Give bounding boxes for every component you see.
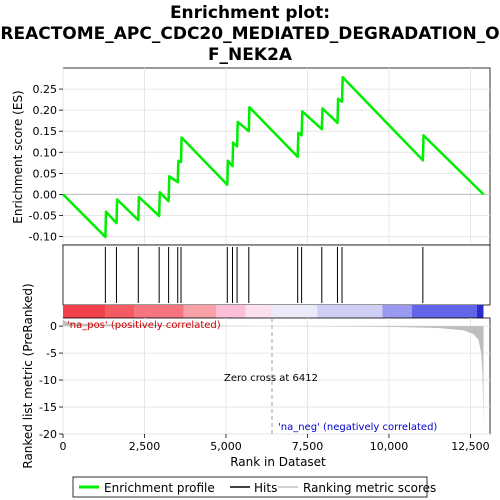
chart-title: Enrichment plot: REACTOME_APC_CDC20_MEDI… xyxy=(0,3,499,65)
es-y-tick-label: 0.15 xyxy=(33,125,58,138)
x-tick-label: 2,500 xyxy=(129,440,161,453)
hits-panel-frame xyxy=(62,244,491,306)
ranking-bar-segment xyxy=(411,305,477,318)
ranking-bar-segment xyxy=(183,305,217,318)
metric-gridlines xyxy=(62,318,490,435)
es-gridlines xyxy=(62,68,490,245)
legend-label-hits: Hits xyxy=(254,481,277,495)
legend: Enrichment profile Hits Ranking metric s… xyxy=(72,476,436,498)
ranking-bar-segment xyxy=(476,305,484,318)
enrichment-profile-line xyxy=(62,76,485,239)
x-tick-label: 5,000 xyxy=(210,440,242,453)
es-y-ticks: -0.10 -0.05 0.00 0.05 0.10 0.15 0.20 0.25 xyxy=(29,83,63,244)
ranking-bar-segment xyxy=(216,305,246,318)
x-tick-label: 0 xyxy=(60,440,67,453)
legend-label-ranking-metric: Ranking metric scores xyxy=(303,481,436,495)
ranking-bar-segment xyxy=(63,305,106,318)
x-tick-label: 10,000 xyxy=(370,440,409,453)
metric-panel: 0 -5 -10 -15 -20 0 2,500 5,000 7,500 10,000 12,50… xyxy=(21,283,491,469)
hit-lines xyxy=(104,247,424,303)
negative-correlation-label: 'na_neg' (negatively correlated) xyxy=(278,422,437,433)
ranking-bar-segment xyxy=(105,305,135,318)
es-y-tick-label: 0.20 xyxy=(33,104,58,117)
ranking-bar-segment xyxy=(317,305,383,318)
metric-y-axis-label: Ranked list metric (PreRanked) xyxy=(21,283,35,468)
metric-y-tick-label: 0 xyxy=(50,320,57,333)
metric-y-tick-label: -5 xyxy=(46,347,57,360)
es-y-tick-label: -0.10 xyxy=(29,231,57,244)
metric-panel-frame xyxy=(62,317,491,435)
es-y-tick-label: -0.05 xyxy=(29,210,57,223)
title-line-3: F_NEK2A xyxy=(208,45,293,65)
metric-y-tick-label: -20 xyxy=(39,428,57,441)
x-axis-label: Rank in Dataset xyxy=(230,455,326,469)
es-y-tick-label: 0.10 xyxy=(33,146,58,159)
es-panel-frame xyxy=(62,67,491,246)
legend-label-enrichment-profile: Enrichment profile xyxy=(104,481,215,495)
positive-correlation-label: 'na_pos' (positively correlated) xyxy=(67,320,221,331)
title-line-2: REACTOME_APC_CDC20_MEDIATED_DEGRADATION_… xyxy=(0,24,499,44)
es-y-tick-label: 0.00 xyxy=(33,188,58,201)
hits-panel xyxy=(62,244,491,306)
ranking-bar-segment xyxy=(134,305,184,318)
metric-y-ticks: 0 -5 -10 -15 -20 xyxy=(39,320,63,441)
metric-x-ticks: 0 2,500 5,000 7,500 10,000 12,500 xyxy=(60,434,490,453)
es-y-tick-label: 0.25 xyxy=(33,83,58,96)
ranking-bar-segment xyxy=(382,305,412,318)
metric-y-tick-label: -15 xyxy=(39,401,57,414)
x-tick-label: 12,500 xyxy=(451,440,490,453)
metric-y-tick-label: -10 xyxy=(39,374,57,387)
zero-cross-label: Zero cross at 6412 xyxy=(224,373,318,384)
title-line-1: Enrichment plot: xyxy=(170,3,330,23)
x-tick-label: 7,500 xyxy=(292,440,324,453)
ranking-bar-segment xyxy=(245,305,272,318)
es-y-axis-label: Enrichment score (ES) xyxy=(11,90,25,223)
es-panel: -0.10 -0.05 0.00 0.05 0.10 0.15 0.20 0.25 Enric… xyxy=(11,67,491,248)
ranking-bar-segment xyxy=(271,305,318,318)
ranking-color-bar xyxy=(63,305,484,318)
es-y-tick-label: 0.05 xyxy=(33,167,58,180)
